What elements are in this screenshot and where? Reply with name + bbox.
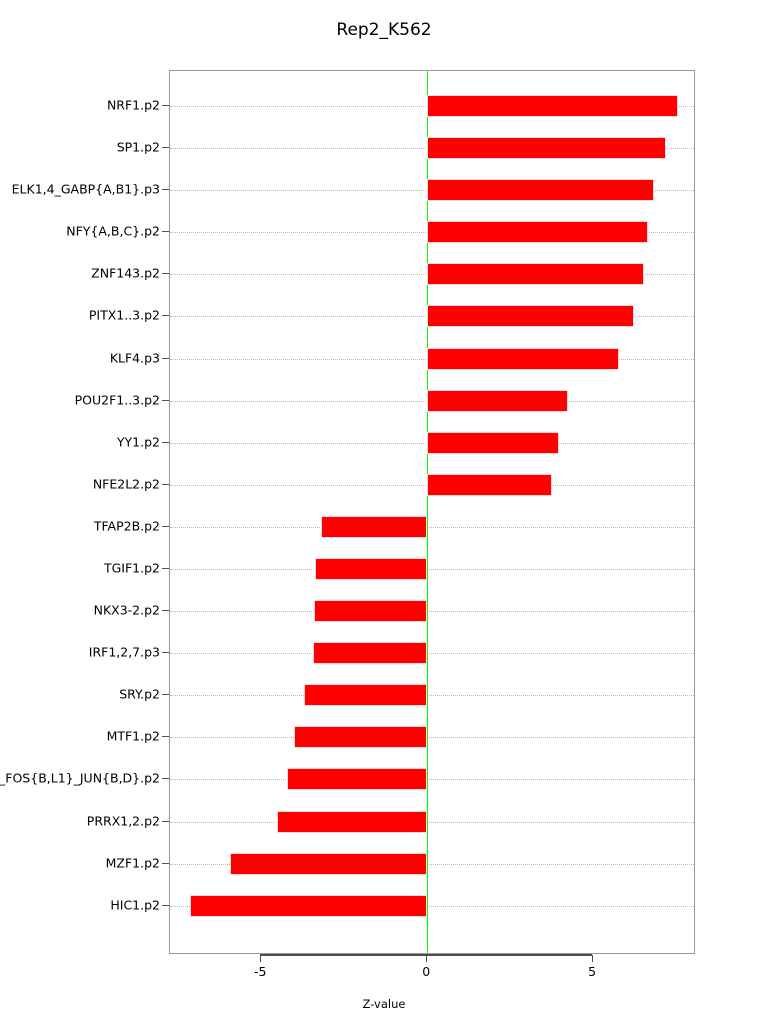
y-axis-tick-mark: [162, 399, 169, 401]
y-axis-tick-mark: [162, 147, 169, 149]
x-axis-tick-label: 0: [422, 964, 431, 979]
y-axis-tick-mark: [162, 357, 169, 359]
bar: [189, 894, 428, 917]
y-axis-tick-label: MTF1.p2: [106, 728, 160, 744]
zero-reference-line: [427, 71, 429, 953]
y-axis-tick-mark: [162, 315, 169, 317]
y-axis-tick-label: YY1.p2: [116, 434, 160, 450]
x-axis-tick-mark: [260, 955, 262, 962]
y-axis-tick-label: NFE2L2.p2: [92, 476, 160, 492]
plot-panel: [169, 70, 695, 954]
x-axis-tick-label: -5: [254, 964, 267, 979]
gridline: [170, 905, 694, 907]
y-axis-tick-label: POU2F1..3.p2: [74, 392, 160, 408]
y-axis-tick-mark: [162, 736, 169, 738]
y-axis-tick-mark: [162, 104, 169, 106]
bar: [427, 473, 552, 496]
gridline: [170, 695, 694, 697]
x-axis-tick-mark: [426, 955, 428, 962]
chart-title: Rep2_K562: [336, 20, 432, 40]
bar: [313, 642, 428, 665]
gridline: [170, 779, 694, 781]
gridline: [170, 653, 694, 655]
x-axis-title: Z-value: [362, 997, 406, 1011]
gridline: [170, 568, 694, 570]
y-axis-tick-mark: [162, 441, 169, 443]
bar: [294, 726, 428, 749]
y-axis-tick-label: ELK1,4_GABP{A,B1}.p3: [11, 181, 160, 197]
y-axis-tick-label: TGIF1.p2: [103, 560, 160, 576]
bar: [427, 179, 655, 202]
bar: [304, 684, 428, 707]
y-axis-tick-mark: [162, 904, 169, 906]
y-axis-tick-mark: [162, 525, 169, 527]
bar: [427, 305, 635, 328]
y-axis-tick-label: KLF4.p3: [109, 350, 160, 365]
bar: [286, 768, 428, 791]
bar: [320, 515, 428, 538]
bar: [427, 221, 648, 244]
x-axis-tick-label: 5: [588, 964, 597, 979]
y-axis-tick-label: NKX3-2.p2: [93, 602, 160, 618]
y-axis-tick-mark: [162, 610, 169, 612]
y-axis-tick-mark: [162, 483, 169, 485]
y-axis-tick-mark: [162, 273, 169, 275]
y-axis-tick-mark: [162, 189, 169, 191]
y-axis-tick-mark: [162, 694, 169, 696]
y-axis-tick-label: SRY.p2: [119, 686, 160, 702]
y-axis-tick-mark: [162, 820, 169, 822]
y-axis-tick-label: PRRX1,2.p2: [86, 813, 160, 829]
bar: [427, 389, 568, 412]
x-axis-tick-mark: [592, 955, 594, 962]
y-axis-tick-label: TFAP2B.p2: [93, 518, 160, 534]
y-axis-tick-mark: [162, 778, 169, 780]
y-axis-tick-label: NRF1.p2: [106, 97, 160, 113]
y-axis-tick-mark: [162, 231, 169, 233]
gridline: [170, 863, 694, 865]
y-axis-tick-label: HIC1.p2: [110, 897, 160, 913]
y-axis-tick-mark: [162, 567, 169, 569]
gridline: [170, 737, 694, 739]
y-axis-tick-mark: [162, 862, 169, 864]
y-axis-tick-label: ZNF143.p2: [91, 265, 160, 281]
bar: [427, 137, 667, 160]
gridline: [170, 526, 694, 528]
gridline: [170, 611, 694, 613]
zero-reference-line-layer: [170, 71, 694, 953]
bar: [427, 94, 679, 117]
x-axis-line: [260, 954, 593, 956]
bar: [427, 431, 559, 454]
y-axis-tick-label: PITX1..3.p2: [88, 307, 160, 323]
bar: [427, 347, 620, 370]
y-axis-tick-label: SP1.p2: [116, 139, 160, 155]
y-axis-tick-label: IRF1,2,7.p3: [88, 644, 160, 660]
y-axis-tick-label: FOS_FOS{B,L1}_JUN{B,D}.p2: [0, 770, 160, 786]
gridline: [170, 821, 694, 823]
bar: [314, 600, 428, 623]
y-axis-tick-label: MZF1.p2: [105, 855, 160, 871]
y-axis-tick-mark: [162, 652, 169, 654]
bar: [277, 810, 428, 833]
bar: [230, 852, 428, 875]
y-axis-tick-label: NFY{A,B,C}.p2: [66, 223, 160, 239]
bar: [427, 263, 645, 286]
bars: [170, 71, 694, 953]
bar: [315, 557, 428, 580]
